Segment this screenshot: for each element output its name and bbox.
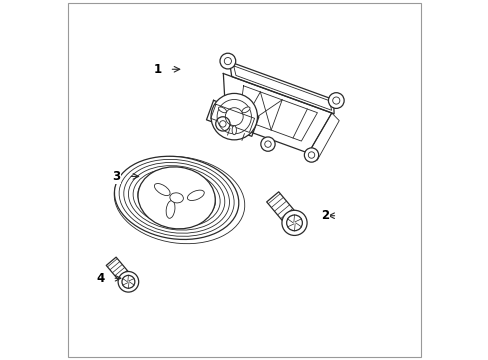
Polygon shape bbox=[266, 192, 300, 228]
Ellipse shape bbox=[138, 167, 215, 229]
Polygon shape bbox=[106, 257, 133, 286]
Ellipse shape bbox=[169, 193, 183, 203]
Circle shape bbox=[220, 53, 235, 69]
Text: 1: 1 bbox=[153, 63, 162, 76]
Text: 2: 2 bbox=[321, 209, 329, 222]
Polygon shape bbox=[308, 113, 339, 160]
Circle shape bbox=[282, 210, 306, 235]
Ellipse shape bbox=[166, 201, 175, 218]
Circle shape bbox=[118, 271, 139, 292]
Ellipse shape bbox=[114, 156, 238, 239]
Text: 4: 4 bbox=[96, 272, 104, 285]
Ellipse shape bbox=[218, 107, 226, 113]
Circle shape bbox=[260, 137, 275, 151]
Polygon shape bbox=[206, 100, 258, 136]
Polygon shape bbox=[223, 73, 331, 153]
Circle shape bbox=[215, 117, 229, 131]
Text: 3: 3 bbox=[112, 170, 121, 183]
Polygon shape bbox=[229, 62, 333, 114]
Circle shape bbox=[304, 148, 318, 162]
Ellipse shape bbox=[242, 107, 249, 113]
Ellipse shape bbox=[154, 184, 170, 195]
Ellipse shape bbox=[232, 126, 236, 135]
Circle shape bbox=[328, 93, 344, 108]
Circle shape bbox=[211, 93, 257, 140]
Ellipse shape bbox=[187, 190, 204, 201]
Polygon shape bbox=[239, 86, 317, 141]
